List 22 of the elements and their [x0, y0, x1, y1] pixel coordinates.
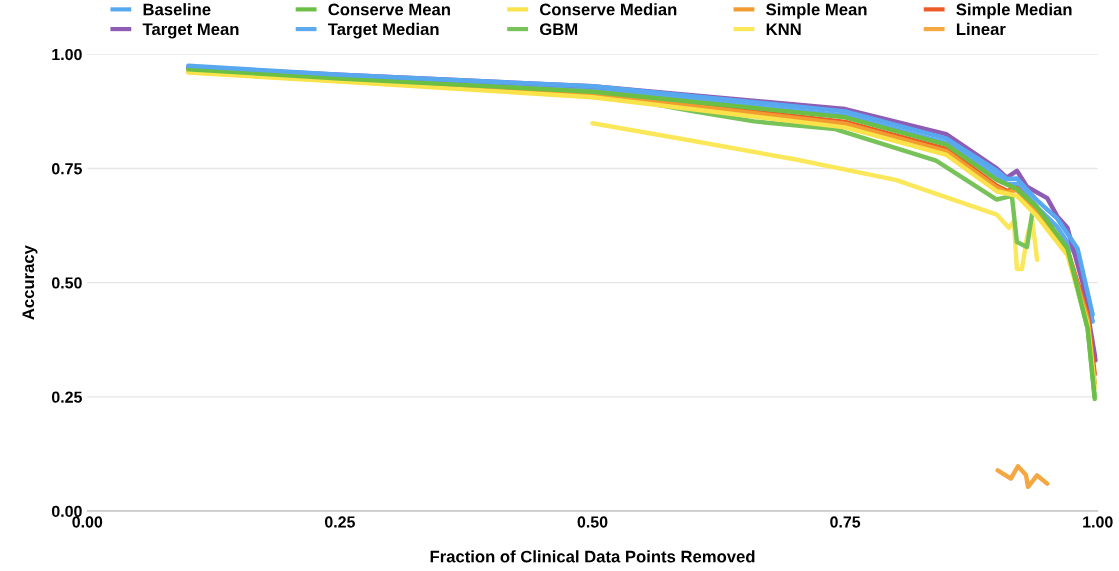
x-tick-label: 0.00 — [72, 516, 103, 528]
legend-label: Linear — [956, 22, 1006, 36]
y-axis-title: Accuracy — [22, 245, 38, 320]
y-tick-label: 1.00 — [52, 48, 82, 61]
legend-label: Baseline — [143, 3, 211, 16]
legend-label: Conserve Mean — [328, 3, 450, 16]
legend-label: Simple Mean — [766, 3, 867, 19]
legend-label: Conserve Median — [539, 3, 677, 16]
legend-label: Target Median — [327, 22, 439, 39]
legend-label: Simple Median — [956, 3, 1072, 19]
x-tick-label: 0.75 — [830, 516, 861, 528]
y-tick-label: 0.25 — [51, 391, 82, 403]
y-tick-label: 0.75 — [51, 163, 82, 175]
y-tick-label: 0.50 — [51, 277, 82, 289]
legend-label: GBM — [539, 23, 578, 36]
legend-label: Target Mean — [142, 23, 239, 39]
x-tick-label: 0.25 — [324, 516, 355, 528]
y-tick-label: 0.00 — [51, 505, 82, 517]
x-tick-label: 0.50 — [577, 516, 608, 528]
x-tick-label: 1.00 — [1083, 516, 1113, 528]
legend-label: KNN — [766, 23, 801, 35]
x-axis-title: Fraction of Clinical Data Points Removed — [430, 550, 755, 563]
